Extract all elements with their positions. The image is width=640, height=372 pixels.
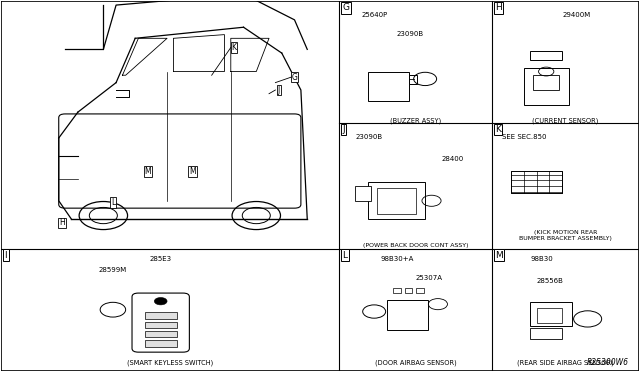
Text: 28599M: 28599M [99,267,127,273]
Bar [378,188,415,214]
Text: 25640P: 25640P [362,13,388,19]
Bar [404,288,412,293]
Text: K: K [232,43,236,52]
Bar [368,71,409,101]
Text: (POWER BACK DOOR CONT ASSY): (POWER BACK DOOR CONT ASSY) [363,243,468,248]
Bar [368,182,425,219]
Text: 25307A: 25307A [415,275,443,280]
Text: (SMART KEYLESS SWITCH): (SMART KEYLESS SWITCH) [127,359,213,366]
Bar [524,68,568,105]
Text: SEE SEC.850: SEE SEC.850 [502,134,546,140]
Bar [531,328,562,339]
Bar [355,186,371,201]
Text: 23090B: 23090B [396,31,424,37]
Text: (REAR SIDE AIRBAG SENSOR): (REAR SIDE AIRBAG SENSOR) [517,359,614,366]
Text: 285E3: 285E3 [150,256,172,262]
Bar [531,302,572,326]
Bar [145,312,177,319]
Text: R25300W6: R25300W6 [587,358,629,367]
Text: M: M [495,251,503,260]
Text: I: I [4,251,7,260]
Text: G: G [292,73,298,81]
Text: (DOOR AIRBAG SENSOR): (DOOR AIRBAG SENSOR) [374,359,456,366]
Bar [387,301,428,330]
Text: H: H [59,218,65,227]
Bar [145,321,177,328]
Bar [534,75,559,90]
Text: M: M [145,167,151,176]
Text: L: L [342,251,348,260]
FancyBboxPatch shape [132,293,189,352]
Text: (CURRENT SENSOR): (CURRENT SENSOR) [532,118,598,124]
Bar [537,308,562,323]
Bar [145,340,177,347]
Bar [511,171,562,193]
Text: 23090B: 23090B [355,134,382,140]
Text: 28400: 28400 [441,157,463,163]
Text: K: K [495,125,501,134]
Text: H: H [495,3,502,12]
Text: L: L [111,198,115,207]
Circle shape [154,298,167,305]
Bar [531,51,562,61]
Text: (BUZZER ASSY): (BUZZER ASSY) [390,118,441,124]
Text: 98B30: 98B30 [531,256,553,262]
Bar [145,331,177,337]
Bar [416,288,424,293]
Text: G: G [342,3,349,12]
Text: J: J [342,125,345,134]
Text: M: M [189,167,196,176]
Bar [409,75,417,84]
FancyBboxPatch shape [59,114,301,208]
Text: (KICK MOTION REAR
BUMPER BRACKET ASSEMBLY): (KICK MOTION REAR BUMPER BRACKET ASSEMBL… [519,230,612,241]
Text: 98B30+A: 98B30+A [381,256,414,262]
Text: J: J [278,86,280,94]
Text: 28556B: 28556B [537,278,564,284]
Bar [394,288,401,293]
Text: 29400M: 29400M [562,13,590,19]
